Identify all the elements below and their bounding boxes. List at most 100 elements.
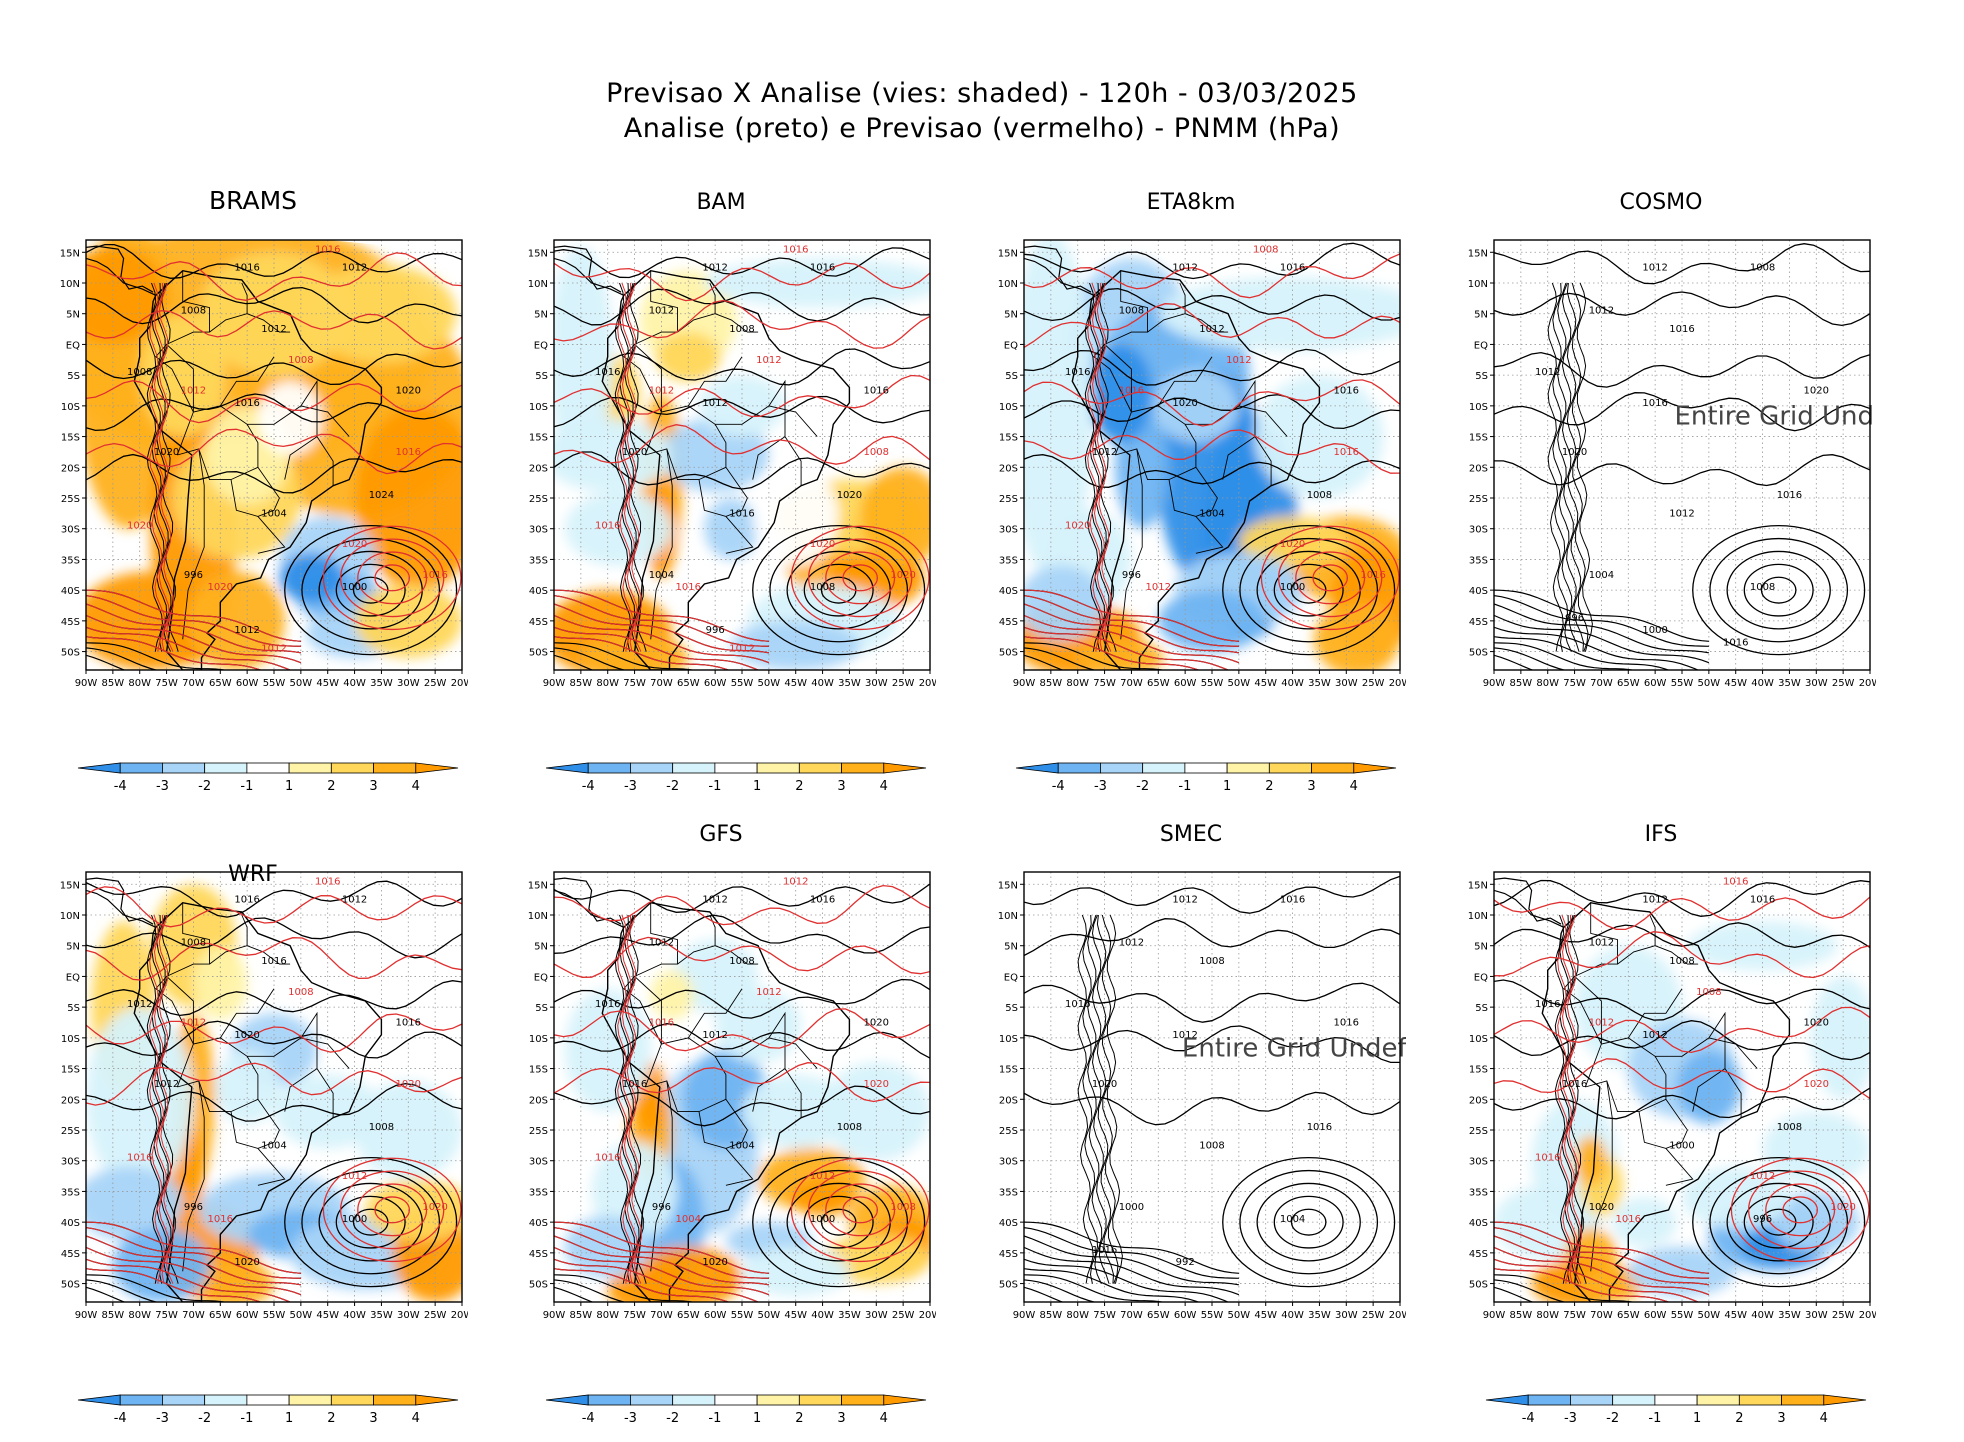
isobar-label-analysis: 1016 xyxy=(595,367,620,378)
lat-tick-label: 25S xyxy=(61,494,80,505)
lon-tick-label: 65W xyxy=(209,1310,232,1321)
lat-tick-label: 15S xyxy=(1469,433,1488,444)
colorbar-label: -2 xyxy=(666,779,679,794)
colorbar-label: 3 xyxy=(1777,1411,1785,1426)
colorbar-swatch xyxy=(714,762,758,774)
isobar-label-forecast: 1020 xyxy=(864,1079,889,1090)
isobar-label-analysis: 1008 xyxy=(1750,263,1775,274)
lon-tick-label: 20W xyxy=(919,1310,936,1321)
lat-tick-label: 45S xyxy=(61,1249,80,1260)
lon-tick-label: 35W xyxy=(1778,678,1801,689)
map-wrf: 1016 1012 1008 1016 1012 1020 1016 1012 1008 1004… xyxy=(38,862,468,1352)
lon-tick-label: 55W xyxy=(1201,678,1224,689)
lat-tick-label: 5N xyxy=(534,942,548,953)
lat-tick-label: 30S xyxy=(529,1157,548,1168)
colorbar-label: -1 xyxy=(1178,779,1191,794)
panel-smec: SMEC 1012 1016 1012 1008 1016 1012 1016 1020 1016… xyxy=(976,822,1406,1442)
lon-tick-label: 50W xyxy=(1228,1310,1251,1321)
lat-tick-label: 10S xyxy=(1469,402,1488,413)
lat-tick-label: 35S xyxy=(529,1187,548,1198)
lat-tick-label: 15S xyxy=(999,1065,1018,1076)
lat-tick-label: 25S xyxy=(1469,494,1488,505)
lon-tick-label: 85W xyxy=(102,1310,125,1321)
lon-tick-label: 60W xyxy=(1174,678,1197,689)
lon-tick-label: 55W xyxy=(263,678,286,689)
lat-tick-label: 45S xyxy=(999,617,1018,628)
isobar-label-forecast: 1020 xyxy=(890,570,915,581)
isobar-label-analysis: 1004 xyxy=(261,508,286,519)
isobar-label-analysis: 1012 xyxy=(1199,324,1224,335)
lon-tick-label: 90W xyxy=(75,678,98,689)
map-brams: 1016 1012 1008 1012 1008 1016 1020 1020 1024 1004… xyxy=(38,230,468,720)
lat-tick-label: 40S xyxy=(529,586,548,597)
bias-shading xyxy=(1687,921,1838,971)
lat-tick-label: 30S xyxy=(1469,1157,1488,1168)
colorbar-swatch xyxy=(119,1394,163,1406)
isobar-label-analysis: 996 xyxy=(1753,1214,1772,1225)
isobar-label-analysis: 1020 xyxy=(234,1030,259,1041)
lat-tick-label: 10N xyxy=(998,279,1018,290)
colorbar-swatch xyxy=(288,1394,332,1406)
lat-tick-label: 15N xyxy=(1468,248,1488,259)
lon-tick-label: 75W xyxy=(623,1310,646,1321)
colorbar-label: -2 xyxy=(666,1411,679,1426)
lat-tick-label: 15S xyxy=(999,433,1018,444)
isobar-label-analysis: 1008 xyxy=(729,324,754,335)
panel-cosmo: COSMO 1012 1008 1012 1016 1012 1016 1020 1020 101… xyxy=(1446,190,1876,810)
bias-shading xyxy=(86,246,167,345)
bias-shading xyxy=(790,1179,855,1216)
lon-tick-label: 35W xyxy=(1778,1310,1801,1321)
panel-title: BAM xyxy=(696,190,746,215)
isobar-label-forecast: 1016 xyxy=(127,1153,152,1164)
isobar-label-analysis: 1000 xyxy=(1280,582,1305,593)
colorbar-label: -1 xyxy=(1648,1411,1661,1426)
lon-tick-label: 25W xyxy=(424,678,447,689)
isobar-label-forecast: 1012 xyxy=(181,1018,206,1029)
bias-shading xyxy=(86,571,226,670)
lat-tick-label: 50S xyxy=(999,648,1018,659)
lat-tick-label: 10S xyxy=(529,1034,548,1045)
isobar-label-analysis: 1012 xyxy=(1642,895,1667,906)
lon-tick-label: 30W xyxy=(865,1310,888,1321)
isobar-label-analysis: 1000 xyxy=(1642,625,1667,636)
lat-tick-label: 10N xyxy=(528,911,548,922)
lat-tick-label: 40S xyxy=(61,1218,80,1229)
lat-tick-label: 45S xyxy=(999,1249,1018,1260)
isobar-label-analysis: 1012 xyxy=(127,999,152,1010)
bias-shading xyxy=(1077,639,1164,670)
lat-tick-label: 5S xyxy=(1005,1003,1018,1014)
colorbar-swatch xyxy=(1268,762,1312,774)
bias-shading xyxy=(1682,1166,1790,1229)
isobar-label-analysis: 1016 xyxy=(1777,490,1802,501)
lat-tick-label: 50S xyxy=(999,1280,1018,1291)
lon-tick-label: 65W xyxy=(677,678,700,689)
isobar-label-analysis: 1008 xyxy=(1669,956,1694,967)
isobar-label-analysis: 1016 xyxy=(1092,1245,1117,1256)
lon-tick-label: 70W xyxy=(182,678,205,689)
panel-brams: BRAMS 1016 1012 1008 1012 1008 1016 1020 1020 102… xyxy=(38,186,468,810)
lon-tick-label: 50W xyxy=(1698,1310,1721,1321)
isobar-label-forecast: 1012 xyxy=(342,1171,367,1182)
lon-tick-label: 60W xyxy=(704,1310,727,1321)
lon-tick-label: 85W xyxy=(1040,678,1063,689)
lat-tick-label: 20S xyxy=(61,463,80,474)
panel-bam: BAM 1012 1016 1012 1008 1016 1012 1016 1020 1020 1… xyxy=(506,190,936,810)
isobar-label-forecast: 1012 xyxy=(756,987,781,998)
colorbar-swatch xyxy=(587,1394,631,1406)
lon-tick-label: 45W xyxy=(1724,1310,1747,1321)
lon-tick-label: 35W xyxy=(838,1310,861,1321)
lon-tick-label: 60W xyxy=(1644,678,1667,689)
colorbar-swatch xyxy=(246,1394,290,1406)
isobar-label-forecast: 1020 xyxy=(396,1079,421,1090)
colorbar-swatch xyxy=(330,762,374,774)
lat-tick-label: 40S xyxy=(529,1218,548,1229)
isobar-label-analysis: 996 xyxy=(184,570,203,581)
isobar-label-analysis: 1008 xyxy=(1307,490,1332,501)
bias-shading xyxy=(306,264,457,363)
lat-tick-label: 50S xyxy=(1469,1280,1488,1291)
lon-tick-label: 60W xyxy=(704,678,727,689)
isobar-label-analysis: 1004 xyxy=(261,1140,286,1151)
isobar-label-analysis: 1012 xyxy=(1172,1030,1197,1041)
isobar-label-analysis: 1016 xyxy=(1642,398,1667,409)
panel-ifs: IFS 1012 1016 1012 1008 1016 1012 1020 1016 1008 1… xyxy=(1446,822,1876,1442)
